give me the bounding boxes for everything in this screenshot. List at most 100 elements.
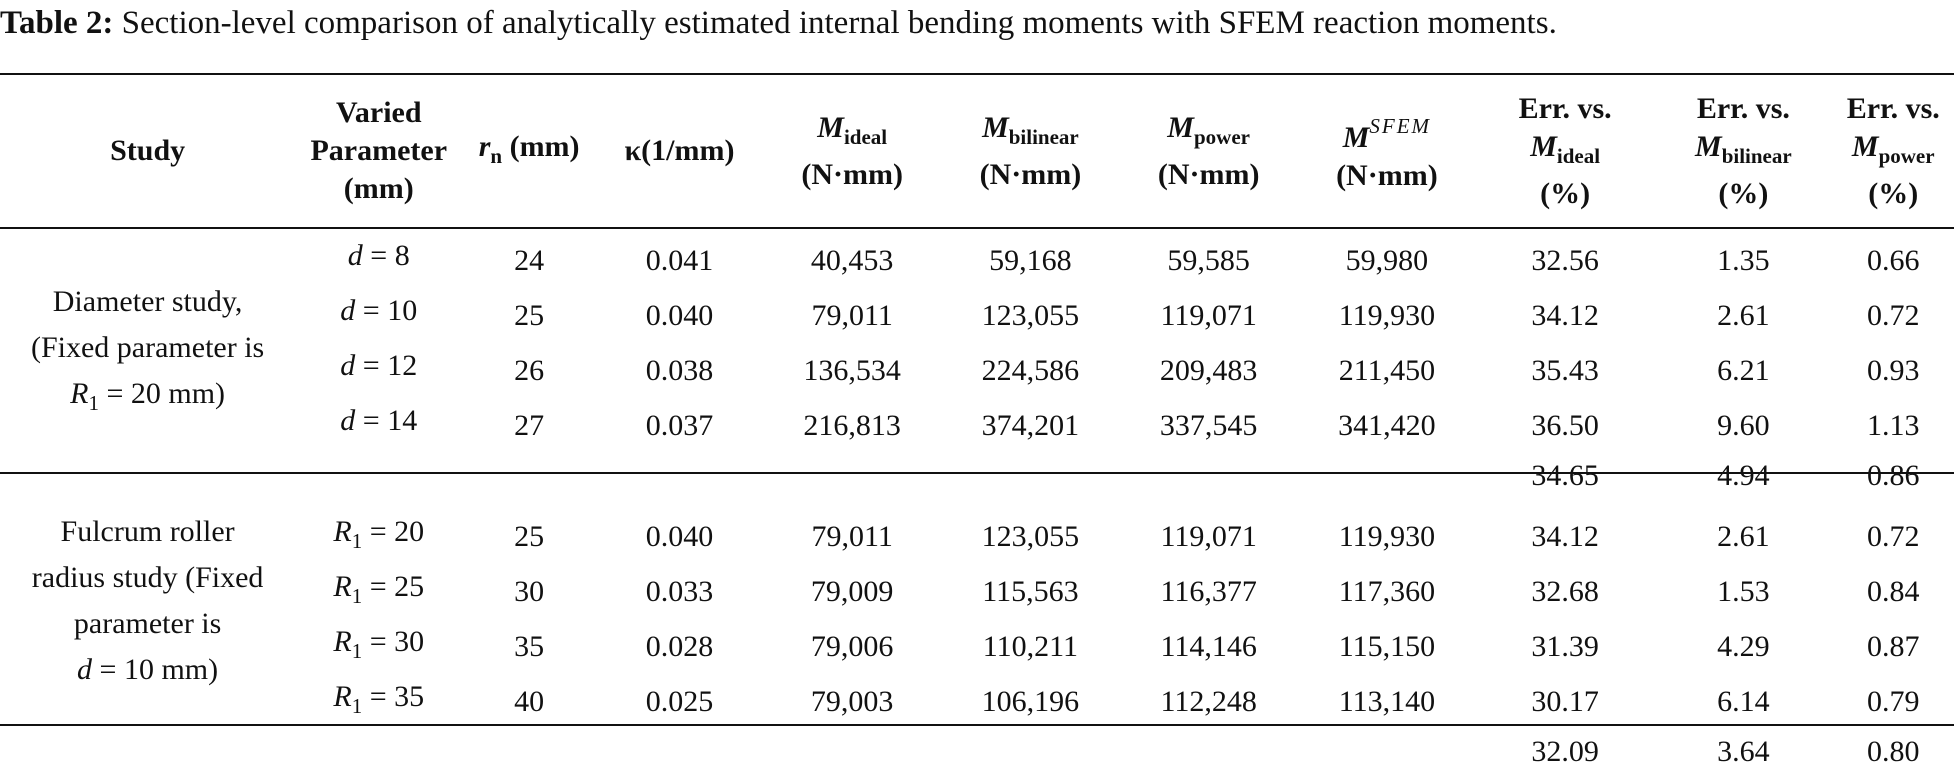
kappa-cell: 0.040 xyxy=(645,298,714,332)
err-power-cell: 0.93 xyxy=(1866,353,1920,387)
m-sfem-cell: 211,450 xyxy=(1338,353,1436,387)
table-figure: Table 2: Section-level comparison of ana… xyxy=(0,5,1954,768)
m-bilinear-cell: 224,586 xyxy=(981,353,1080,387)
m-power-cell: 114,146 xyxy=(1160,629,1257,663)
rn-cell: 27 xyxy=(514,408,545,442)
empty-cell xyxy=(462,453,596,499)
kappa-cell: 0.037 xyxy=(645,408,714,442)
empty-cell xyxy=(763,729,941,775)
kappa-cell: 0.033 xyxy=(645,574,714,608)
table-row: R1 = 30 35 0.028 79,006 110,211 114,146 115,15… xyxy=(0,619,1954,674)
rn-cell: 40 xyxy=(514,684,545,718)
m-bilinear-cell: 115,563 xyxy=(982,574,1079,608)
err-ideal-cell: 35.43 xyxy=(1531,353,1599,387)
m-power-cell: 119,071 xyxy=(1160,298,1257,332)
m-sfem-cell: 119,930 xyxy=(1338,298,1436,332)
kappa-cell: 0.028 xyxy=(645,629,714,663)
col-header-m-ideal: Mideal (N·mm) xyxy=(801,110,903,191)
table-row: d = 10 25 0.040 79,011 123,055 119,071 119,930… xyxy=(0,288,1954,343)
m-sfem-cell: 341,420 xyxy=(1338,408,1436,442)
kappa-cell: 0.038 xyxy=(645,353,714,387)
spacer-row xyxy=(0,499,1954,509)
average-row: 34.65 4.94 0.86 xyxy=(0,453,1954,499)
col-header-rn: rn (mm) xyxy=(478,129,580,168)
err-ideal-cell: 31.39 xyxy=(1531,629,1599,663)
col-header-err-ideal: Err. vs. Mideal (%) xyxy=(1518,91,1612,210)
rn-cell: 26 xyxy=(514,353,545,387)
err-ideal-cell: 34.12 xyxy=(1531,519,1599,553)
avg-err-ideal-cell: 32.09 xyxy=(1531,735,1599,768)
m-ideal-cell: 79,006 xyxy=(810,629,894,663)
err-power-cell: 0.66 xyxy=(1866,243,1920,277)
err-bilinear-cell: 1.53 xyxy=(1717,574,1770,608)
header-row: Study Varied Parameter (mm) rn (mm) κ(1/mm… xyxy=(0,75,1954,227)
varied-parameter-cell: R1 = 30 xyxy=(333,625,425,663)
m-ideal-cell: 40,453 xyxy=(810,243,894,277)
empty-cell xyxy=(941,453,1119,499)
m-ideal-cell: 79,011 xyxy=(811,298,893,332)
varied-parameter-cell: R1 = 35 xyxy=(333,680,425,718)
m-sfem-cell: 59,980 xyxy=(1345,243,1429,277)
m-power-cell: 59,585 xyxy=(1167,243,1250,277)
empty-cell xyxy=(1298,729,1476,775)
table-row: R1 = 35 40 0.025 79,003 106,196 112,248 113,14… xyxy=(0,674,1954,729)
empty-cell xyxy=(462,729,596,775)
rn-cell: 25 xyxy=(514,519,545,553)
caption-label: Table 2: xyxy=(0,5,114,41)
rn-cell: 35 xyxy=(514,629,545,663)
err-ideal-cell: 32.56 xyxy=(1531,243,1599,277)
kappa-cell: 0.040 xyxy=(645,519,714,553)
m-power-cell: 209,483 xyxy=(1159,353,1258,387)
err-power-cell: 0.72 xyxy=(1866,519,1920,553)
m-bilinear-cell: 59,168 xyxy=(989,243,1072,277)
m-ideal-cell: 216,813 xyxy=(803,408,901,442)
bottom-rule xyxy=(0,724,1954,726)
err-power-cell: 1.13 xyxy=(1866,408,1920,442)
col-header-kappa: κ(1/mm) xyxy=(624,134,735,167)
m-power-cell: 119,071 xyxy=(1160,519,1257,553)
empty-cell xyxy=(1298,453,1476,499)
col-header-m-bilinear: Mbilinear (N·mm) xyxy=(979,110,1082,191)
table-row: R1 = 25 30 0.033 79,009 115,563 116,377 117,36… xyxy=(0,564,1954,619)
table-row: d = 12 26 0.038 136,534 224,586 209,483 211,45… xyxy=(0,343,1954,398)
m-sfem-cell: 119,930 xyxy=(1338,519,1436,553)
empty-cell xyxy=(1120,729,1298,775)
table-row: d = 14 27 0.037 216,813 374,201 337,545 341,42… xyxy=(0,398,1954,453)
varied-parameter-cell: d = 12 xyxy=(340,349,418,382)
avg-err-ideal-cell: 34.65 xyxy=(1531,459,1599,492)
col-header-m-sfem: MSFEM (N·mm) xyxy=(1336,114,1438,192)
varied-parameter-cell: R1 = 20 xyxy=(333,515,425,553)
m-sfem-cell: 115,150 xyxy=(1338,629,1436,663)
avg-err-power-cell: 0.80 xyxy=(1866,735,1920,768)
rn-cell: 24 xyxy=(514,243,545,277)
col-header-m-power: Mpower (N·mm) xyxy=(1157,110,1260,191)
varied-parameter-cell: d = 8 xyxy=(347,239,410,272)
group-separator-rule xyxy=(0,472,1954,474)
results-table: Study Varied Parameter (mm) rn (mm) κ(1/mm… xyxy=(0,75,1954,775)
err-ideal-cell: 36.50 xyxy=(1531,408,1599,442)
err-bilinear-cell: 1.35 xyxy=(1717,243,1770,277)
empty-cell xyxy=(941,729,1119,775)
m-sfem-cell: 117,360 xyxy=(1338,574,1436,608)
header-rule xyxy=(0,227,1954,229)
rn-cell: 30 xyxy=(514,574,545,608)
m-ideal-cell: 79,011 xyxy=(811,519,893,553)
rn-cell: 25 xyxy=(514,298,545,332)
empty-cell xyxy=(295,729,462,775)
err-bilinear-cell: 6.14 xyxy=(1717,684,1770,718)
m-ideal-cell: 79,003 xyxy=(810,684,894,718)
col-header-err-bilinear: Err. vs. Mbilinear (%) xyxy=(1695,91,1792,210)
m-bilinear-cell: 123,055 xyxy=(981,519,1080,553)
empty-cell xyxy=(1120,453,1298,499)
col-header-err-power: Err. vs. Mpower (%) xyxy=(1846,91,1940,210)
m-bilinear-cell: 123,055 xyxy=(981,298,1080,332)
empty-cell xyxy=(596,729,763,775)
m-power-cell: 112,248 xyxy=(1160,684,1257,718)
top-rule xyxy=(0,73,1954,75)
m-sfem-cell: 113,140 xyxy=(1338,684,1436,718)
table-body: Diameter study, (Fixed parameter is R1 = 2… xyxy=(0,227,1954,775)
m-bilinear-cell: 106,196 xyxy=(981,684,1080,718)
study-cell: Diameter study, (Fixed parameter is R1 = 2… xyxy=(30,285,265,415)
err-power-cell: 0.84 xyxy=(1866,574,1920,608)
empty-cell xyxy=(763,453,941,499)
